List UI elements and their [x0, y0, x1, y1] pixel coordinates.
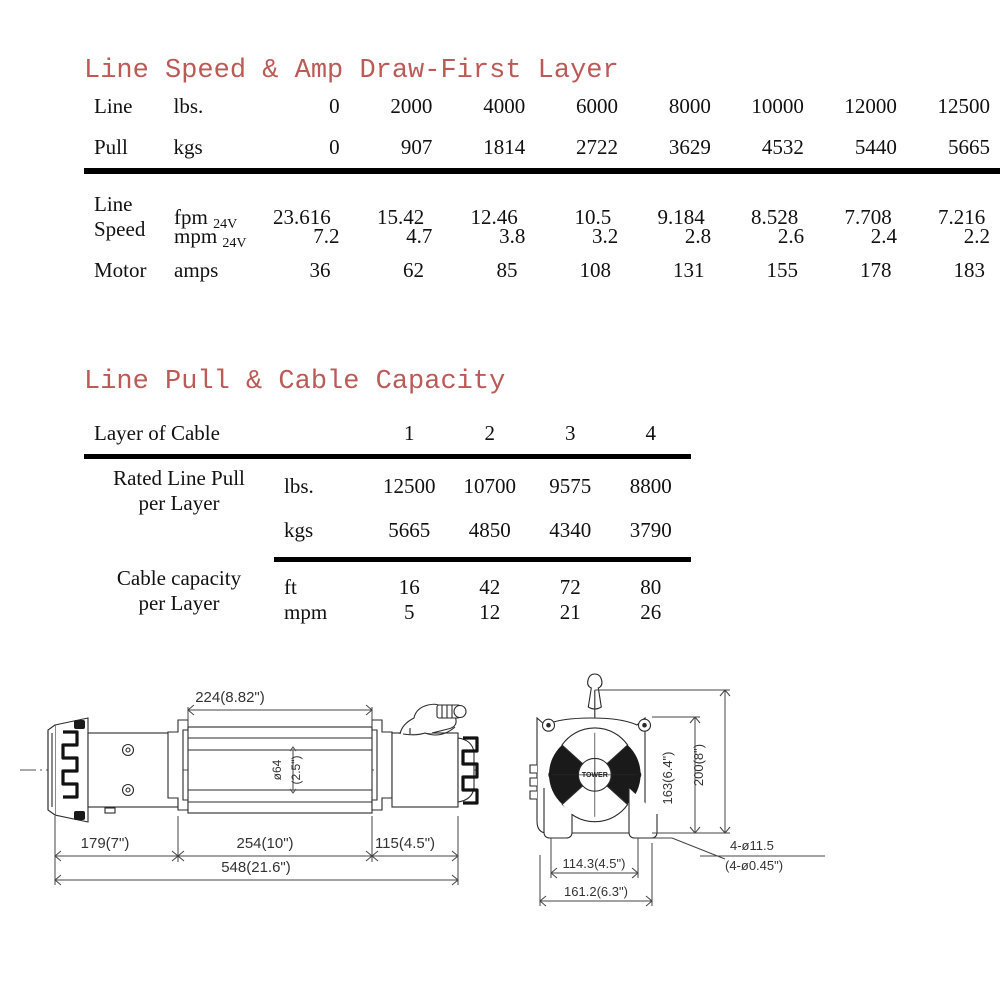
svg-text:TOWER: TOWER	[582, 772, 608, 779]
svg-text:163(6.4"): 163(6.4")	[660, 751, 675, 804]
svg-text:179(7"): 179(7")	[81, 835, 130, 852]
svg-text:ø64: ø64	[270, 759, 284, 780]
svg-text:114.3(4.5"): 114.3(4.5")	[563, 856, 626, 871]
svg-text:548(21.6"): 548(21.6")	[221, 859, 291, 876]
svg-text:200(8"): 200(8")	[691, 744, 706, 786]
svg-text:(2.5"): (2.5")	[289, 756, 303, 785]
svg-text:161.2(6.3"): 161.2(6.3")	[564, 884, 628, 899]
svg-text:115(4.5"): 115(4.5")	[375, 835, 435, 852]
svg-text:224(8.82"): 224(8.82")	[195, 689, 265, 706]
svg-text:4-ø11.5: 4-ø11.5	[730, 838, 774, 853]
svg-text:(4-ø0.45"): (4-ø0.45")	[725, 858, 783, 873]
svg-text:254(10"): 254(10")	[236, 835, 293, 852]
